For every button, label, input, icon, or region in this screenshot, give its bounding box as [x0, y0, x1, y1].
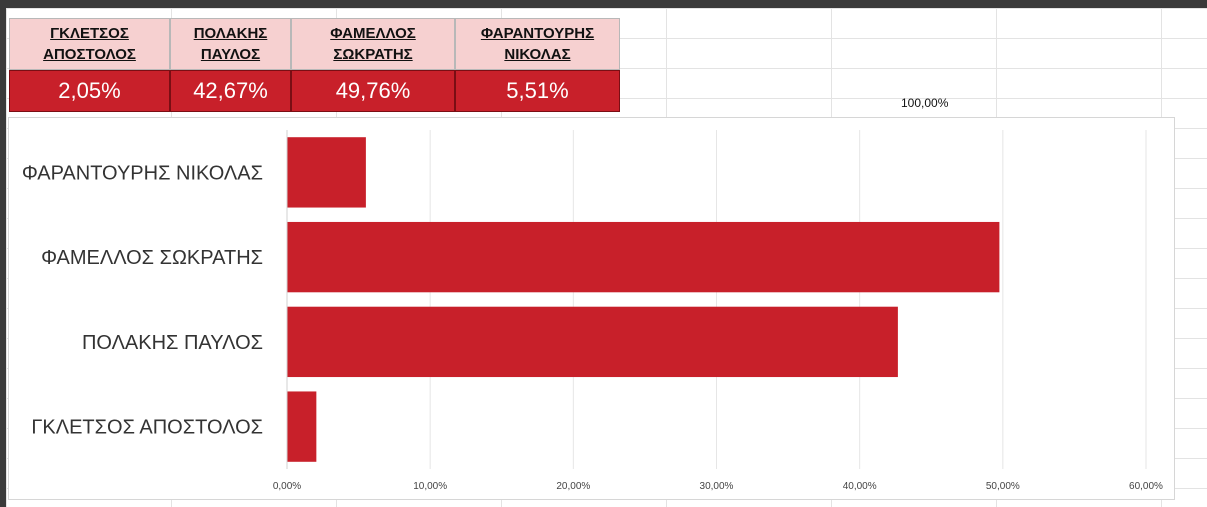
chart-svg: 0,00% 10,00% 20,00% 30,00% 40,00% 50,00% 60,00… — [22, 130, 1163, 492]
x-tick-label: 60,00% — [1129, 481, 1163, 492]
header-cell-famellos[interactable]: ΦΑΜΕΛΛΟΣ ΣΩΚΡΑΤΗΣ — [291, 18, 455, 70]
category-label: ΦΑΡΑΝΤΟΥΡΗΣ ΝΙΚΟΛΑΣ — [22, 162, 263, 184]
header-cell-farantouris[interactable]: ΦΑΡΑΝΤΟΥΡΗΣ ΝΙΚΟΛΑΣ — [455, 18, 620, 70]
value-cell-farantouris[interactable]: 5,51% — [455, 70, 620, 112]
total-cell[interactable]: 100,00% — [901, 96, 949, 110]
x-tick-label: 50,00% — [986, 481, 1020, 492]
category-label: ΦΑΜΕΛΛΟΣ ΣΩΚΡΑΤΗΣ — [41, 247, 263, 269]
header-cell-gkletsos[interactable]: ΓΚΛΕΤΣΟΣ ΑΠΟΣΤΟΛΟΣ — [9, 18, 170, 70]
category-label: ΠΟΛΑΚΗΣ ΠΑΥΛΟΣ — [82, 332, 263, 354]
category-label: ΓΚΛΕΤΣΟΣ ΑΠΟΣΤΟΛΟΣ — [31, 417, 263, 439]
x-tick-label: 30,00% — [700, 481, 734, 492]
x-tick-label: 10,00% — [413, 481, 447, 492]
bar — [287, 221, 1000, 293]
x-tick-label: 20,00% — [556, 481, 590, 492]
value-cell-gkletsos[interactable]: 2,05% — [9, 70, 170, 112]
bar — [287, 137, 366, 208]
value-cell-famellos[interactable]: 49,76% — [291, 70, 455, 112]
x-tick-label: 40,00% — [843, 481, 877, 492]
bar — [287, 306, 898, 378]
bar-chart[interactable]: 0,00% 10,00% 20,00% 30,00% 40,00% 50,00% 60,00… — [8, 117, 1175, 500]
header-cell-polakis[interactable]: ΠΟΛΑΚΗΣ ΠΑΥΛΟΣ — [170, 18, 291, 70]
bar — [287, 391, 317, 462]
x-tick-label: 0,00% — [273, 481, 301, 492]
value-cell-polakis[interactable]: 42,67% — [170, 70, 291, 112]
